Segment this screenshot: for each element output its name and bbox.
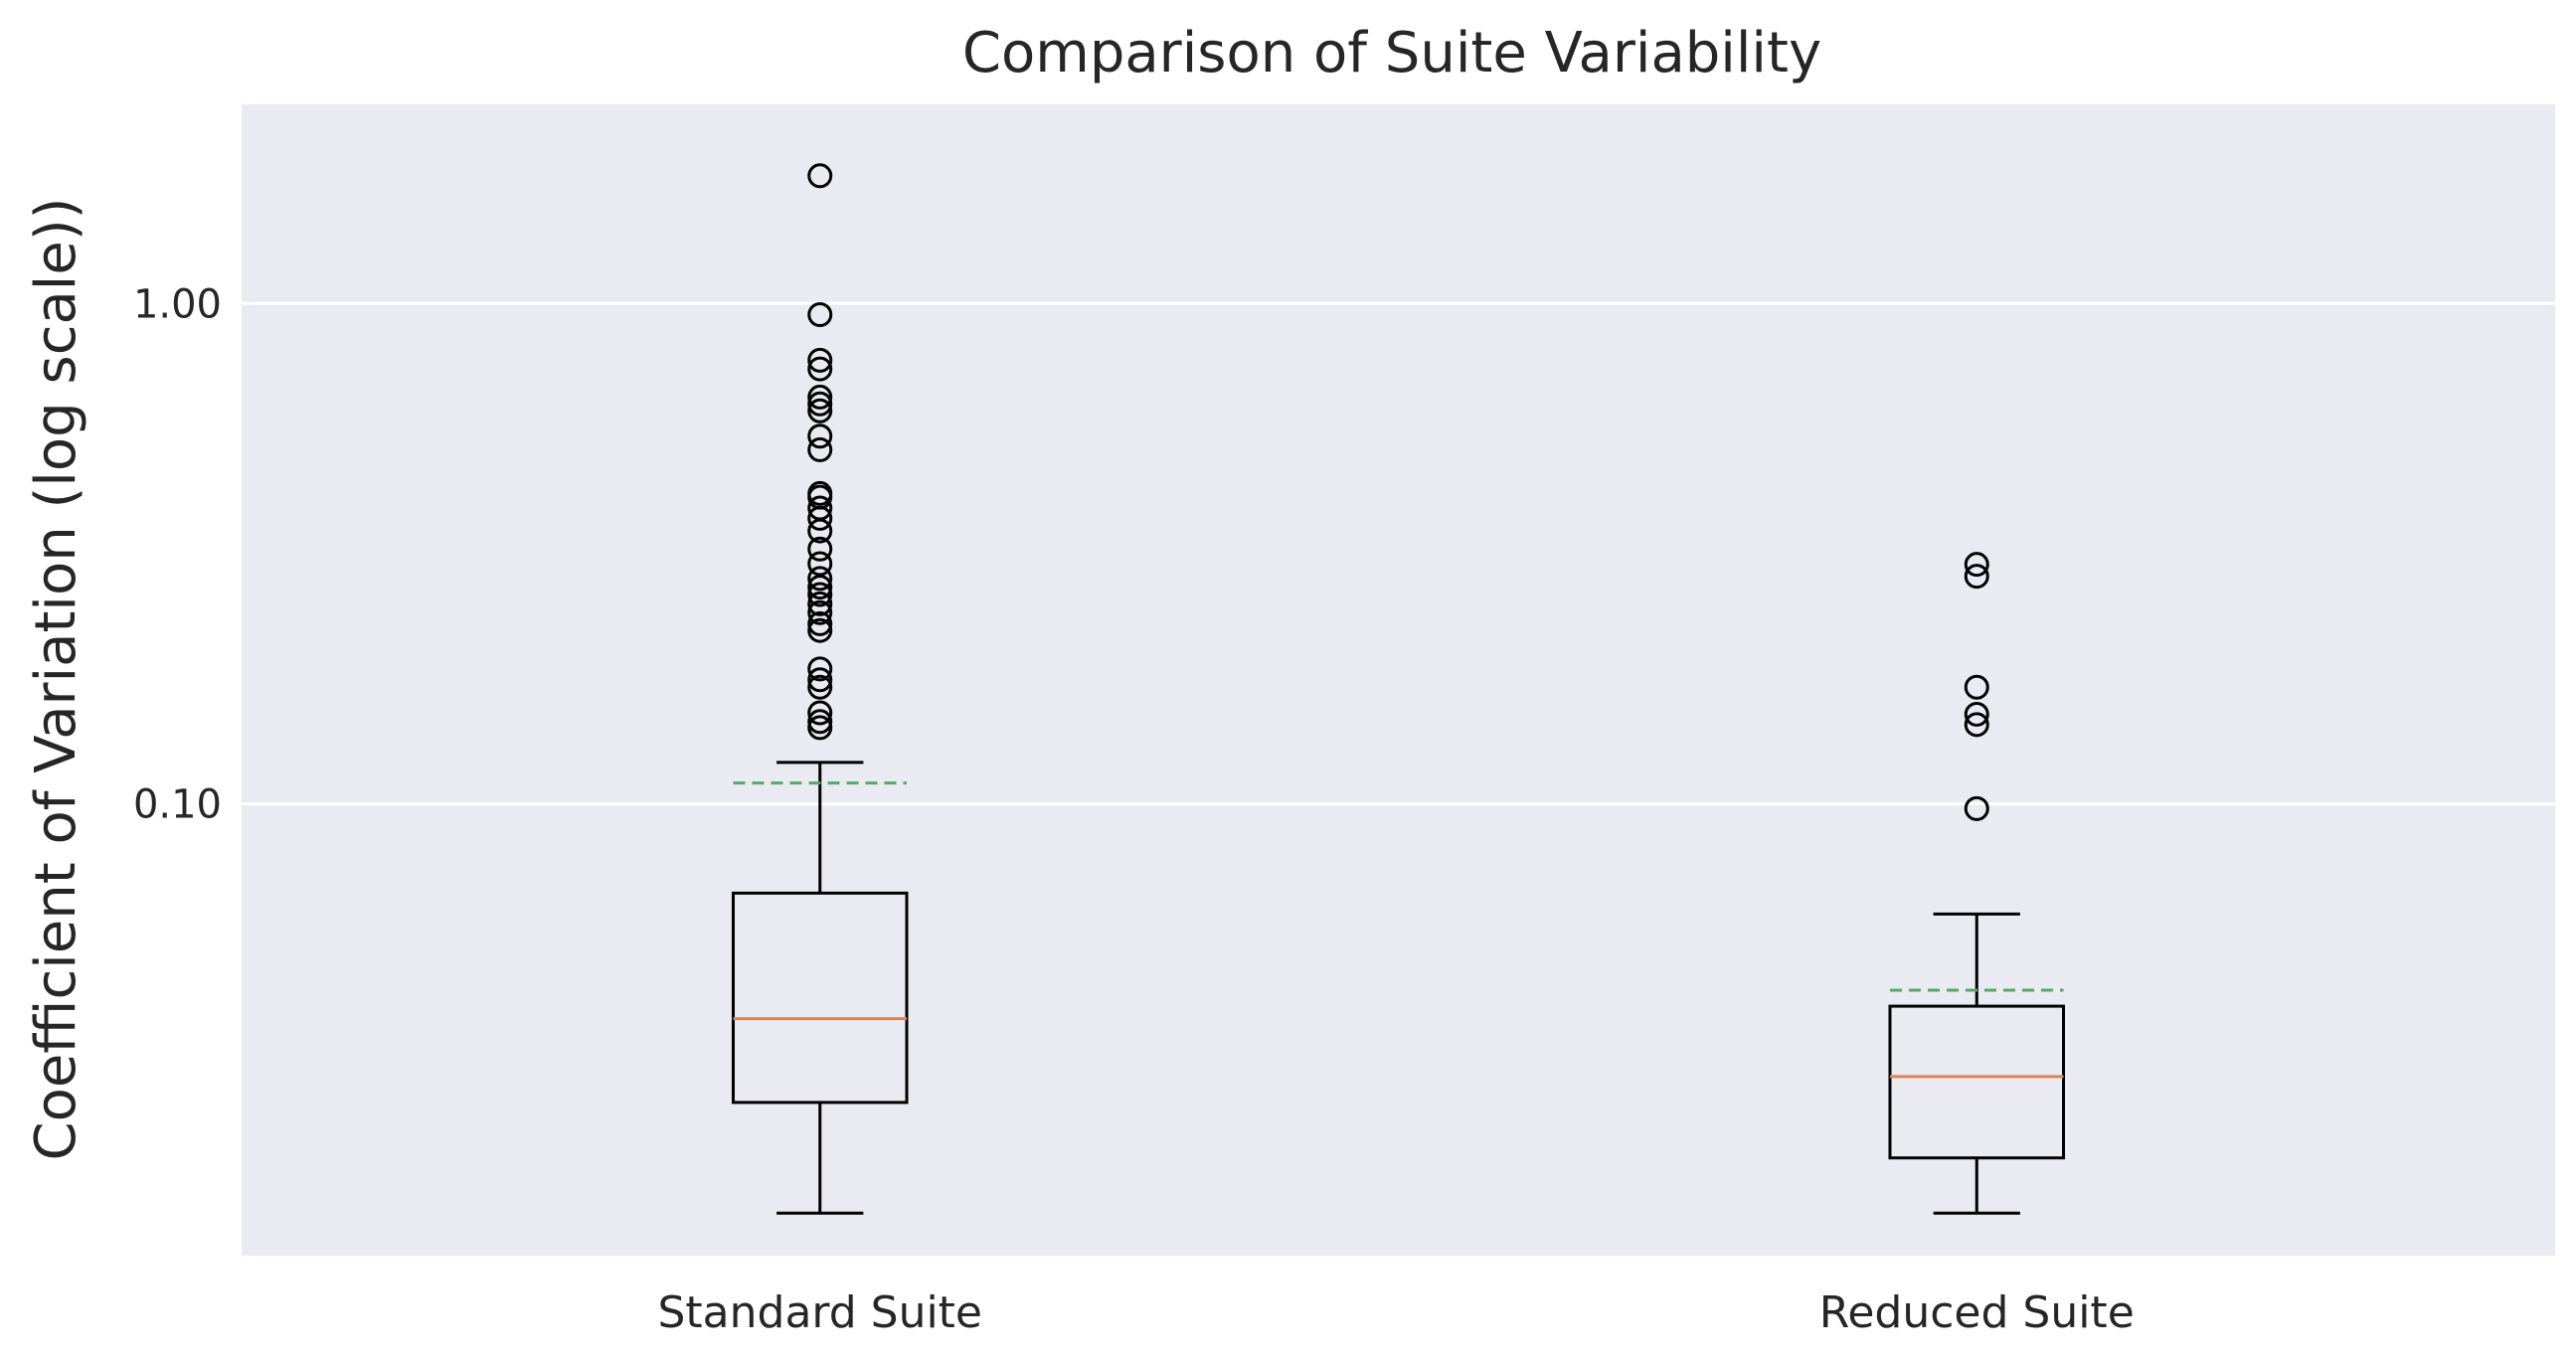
outlier-point: [807, 656, 833, 682]
y-tick-label: 0.10: [133, 782, 222, 828]
x-tick-label: Reduced Suite: [1819, 1287, 2135, 1338]
outlier-point: [807, 436, 833, 462]
outlier-point: [807, 591, 833, 616]
y-tick-label: 1.00: [133, 281, 222, 327]
outlier-point: [1964, 552, 1989, 578]
outlier-point: [807, 391, 833, 417]
outlier-point: [807, 582, 833, 607]
outlier-point: [807, 398, 833, 424]
outlier-point: [1964, 795, 1989, 821]
box: [731, 891, 909, 1105]
outlier-point: [807, 551, 833, 577]
outlier-point: [807, 347, 833, 373]
chart-title: Comparison of Suite Variability: [962, 21, 1821, 85]
x-tick-label: Standard Suite: [657, 1287, 982, 1338]
outlier-point: [807, 163, 833, 189]
outlier-point: [807, 480, 833, 506]
x-axis-ticks: Standard Suite Reduced Suite: [657, 1287, 2134, 1338]
outlier-point: [807, 599, 833, 625]
outlier-point: [807, 566, 833, 592]
outlier-point: [1964, 712, 1989, 738]
outlier-point: [807, 674, 833, 700]
outlier-point: [807, 424, 833, 449]
outlier-point: [1964, 674, 1989, 700]
outlier-point: [807, 356, 833, 382]
outlier-point: [807, 495, 833, 521]
outlier-point: [807, 617, 833, 643]
outlier-point: [807, 700, 833, 726]
outlier-point: [807, 709, 833, 735]
outlier-point: [807, 575, 833, 600]
gridlines: [242, 301, 2555, 806]
outlier-point: [807, 536, 833, 562]
outlier-point: [807, 715, 833, 741]
y-axis-ticks: 0.10 1.00: [133, 281, 222, 827]
box-series: [731, 163, 2066, 1215]
outlier-point: [1964, 701, 1989, 727]
outlier-point: [807, 384, 833, 410]
box: [1888, 1004, 2066, 1160]
plot-area: [242, 104, 2555, 1256]
y-axis-label: Coefficient of Variation (log scale)): [24, 197, 88, 1160]
outlier-point: [807, 667, 833, 693]
outlier-point: [807, 610, 833, 636]
outlier-point: [1964, 564, 1989, 590]
outlier-point: [807, 301, 833, 327]
